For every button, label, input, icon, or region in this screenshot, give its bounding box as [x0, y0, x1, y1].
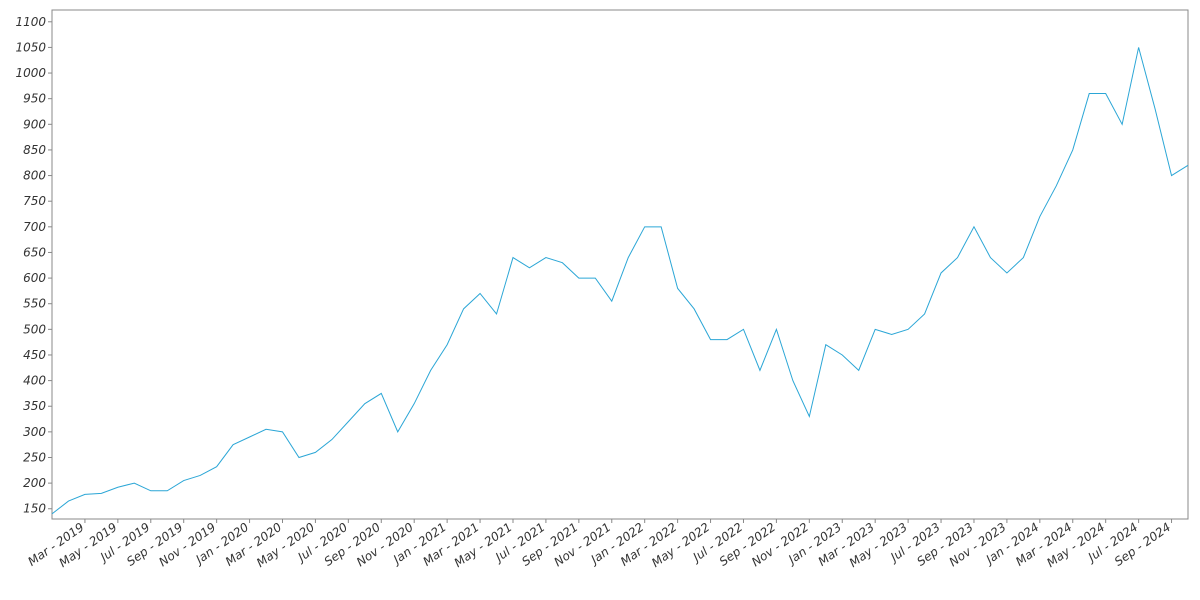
- y-tick-label: 700: [23, 220, 46, 234]
- y-tick-label: 850: [23, 143, 46, 157]
- y-tick-label: 500: [23, 322, 46, 336]
- y-tick-label: 950: [23, 92, 46, 106]
- y-tick-label: 600: [23, 271, 46, 285]
- y-tick-label: 400: [23, 374, 46, 388]
- y-tick-label: 450: [23, 348, 46, 362]
- plot-frame: [51, 9, 1189, 520]
- y-tick-label: 900: [23, 117, 46, 131]
- y-tick-label: 750: [23, 194, 46, 208]
- y-tick-label: 650: [23, 245, 46, 259]
- y-tick-label: 550: [23, 297, 46, 311]
- y-tick-label: 1050: [15, 40, 46, 54]
- y-tick-label: 350: [23, 399, 46, 413]
- price-line: [51, 47, 1189, 515]
- y-tick-label: 200: [23, 476, 46, 490]
- y-tick-label: 300: [23, 425, 46, 439]
- y-tick-label: 800: [23, 169, 46, 183]
- y-tick-label: 1000: [15, 66, 46, 80]
- y-tick-label: 1100: [15, 15, 46, 29]
- y-tick-label: 150: [23, 502, 46, 516]
- y-tick-label: 250: [23, 450, 46, 464]
